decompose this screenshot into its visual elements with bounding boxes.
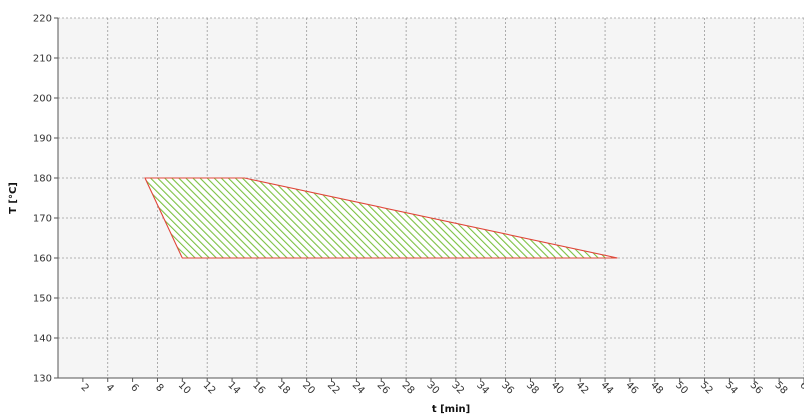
x-tick-label: 54 <box>723 380 740 397</box>
x-tick-label: 32 <box>449 380 466 397</box>
y-tick-label: 160 <box>33 254 52 265</box>
y-tick-label: 170 <box>33 214 52 225</box>
x-axis-title: t [min] <box>432 404 470 415</box>
x-tick-label: 8 <box>153 382 165 394</box>
x-tick-label: 2 <box>78 382 90 394</box>
y-tick-label: 210 <box>33 54 52 65</box>
x-tick-label: 16 <box>250 380 267 397</box>
data-region <box>144 177 618 259</box>
x-tick-label: 6 <box>128 382 140 394</box>
x-tick-label: 26 <box>375 380 392 397</box>
y-tick-label: 130 <box>33 374 52 385</box>
x-tick-label: 30 <box>424 380 441 397</box>
x-tick-label: 38 <box>524 380 541 397</box>
x-tick-label: 28 <box>400 380 417 397</box>
y-tick-label: 180 <box>33 174 52 185</box>
y-tick-label: 200 <box>33 94 52 105</box>
axes <box>54 17 804 382</box>
process-window-polygon <box>144 177 618 259</box>
y-axis-title: T [°C] <box>8 182 19 214</box>
x-tick-label: 24 <box>350 380 367 397</box>
x-tick-label: 14 <box>225 380 242 397</box>
y-tick-label: 190 <box>33 134 52 145</box>
x-tick-label: 18 <box>275 380 292 397</box>
x-tick-label: 4 <box>103 382 115 394</box>
y-tick-label: 220 <box>33 14 52 25</box>
x-tick-label: 12 <box>201 380 218 397</box>
x-tick-label: 10 <box>176 380 193 397</box>
y-tick-label: 140 <box>33 334 52 345</box>
x-tick-label: 58 <box>773 380 790 397</box>
x-tick-label: 48 <box>648 380 665 397</box>
x-tick-label: 50 <box>673 380 690 397</box>
x-tick-label: 22 <box>325 380 342 397</box>
x-tick-label: 52 <box>698 380 715 397</box>
x-tick-label: 34 <box>474 380 491 397</box>
x-tick-label: 42 <box>574 380 591 397</box>
x-tick-label: 20 <box>300 380 317 397</box>
x-tick-label: 44 <box>598 380 615 397</box>
x-tick-label: 40 <box>549 380 566 397</box>
x-tick-label: 60 <box>797 380 804 397</box>
y-tick-label: 150 <box>33 294 52 305</box>
x-tick-label: 36 <box>499 380 516 397</box>
x-tick-label: 56 <box>748 380 765 397</box>
x-tick-label: 46 <box>623 380 640 397</box>
